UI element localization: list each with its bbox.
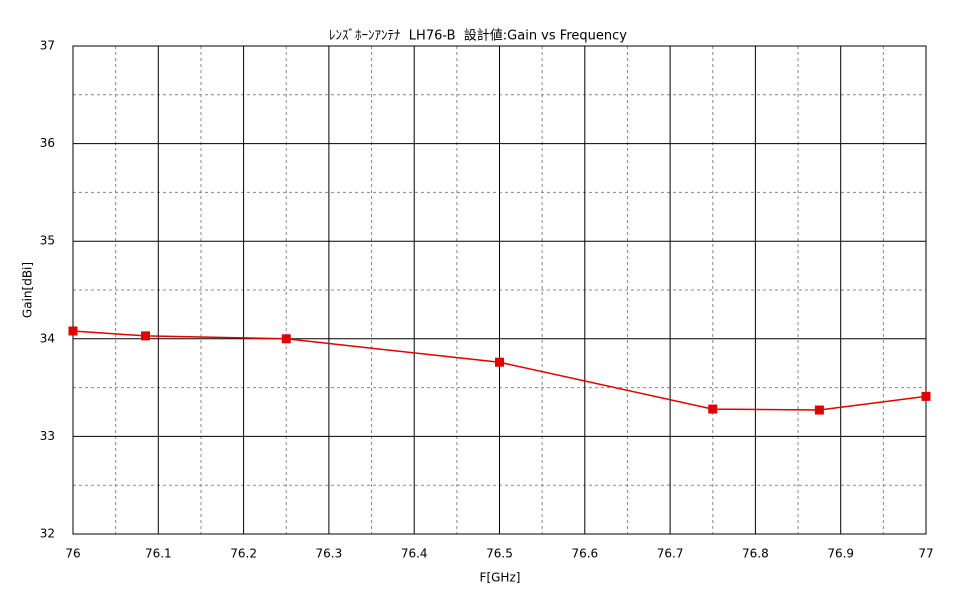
chart-title: ﾚﾝｽﾞﾎｰﾝｱﾝﾃﾅ LH76-B 設計値:Gain vs Frequency — [329, 28, 627, 44]
x-tick-label: 76.2 — [230, 547, 257, 561]
data-point — [495, 357, 504, 367]
y-tick-label: 36 — [40, 136, 55, 150]
y-tick-label: 34 — [40, 331, 55, 345]
data-point — [141, 331, 151, 341]
plot-frame — [72, 45, 927, 535]
data-point — [814, 405, 824, 415]
x-tick-label: 76.6 — [571, 547, 598, 561]
data-point — [921, 391, 931, 401]
x-axis-label: F[GHz] — [480, 571, 521, 585]
y-axis-label: Gain[dBi] — [21, 262, 35, 318]
y-tick-label: 37 — [40, 39, 55, 53]
data-point — [708, 404, 718, 414]
x-tick-label: 76.9 — [827, 547, 854, 561]
y-tick-label: 33 — [40, 429, 55, 443]
x-tick-label: 76 — [65, 547, 80, 561]
x-tick-label: 76.3 — [316, 547, 343, 561]
x-tick-label: 76.1 — [145, 547, 172, 561]
data-point — [68, 326, 78, 336]
y-tick-label: 32 — [40, 527, 55, 541]
x-tick-label: 76.5 — [486, 547, 513, 561]
y-tick-label: 35 — [40, 234, 55, 248]
data-point — [281, 334, 291, 344]
x-tick-label: 76.7 — [657, 547, 684, 561]
x-tick-label: 76.8 — [742, 547, 769, 561]
x-tick-label: 76.4 — [401, 547, 428, 561]
x-tick-label: 77 — [918, 547, 933, 561]
